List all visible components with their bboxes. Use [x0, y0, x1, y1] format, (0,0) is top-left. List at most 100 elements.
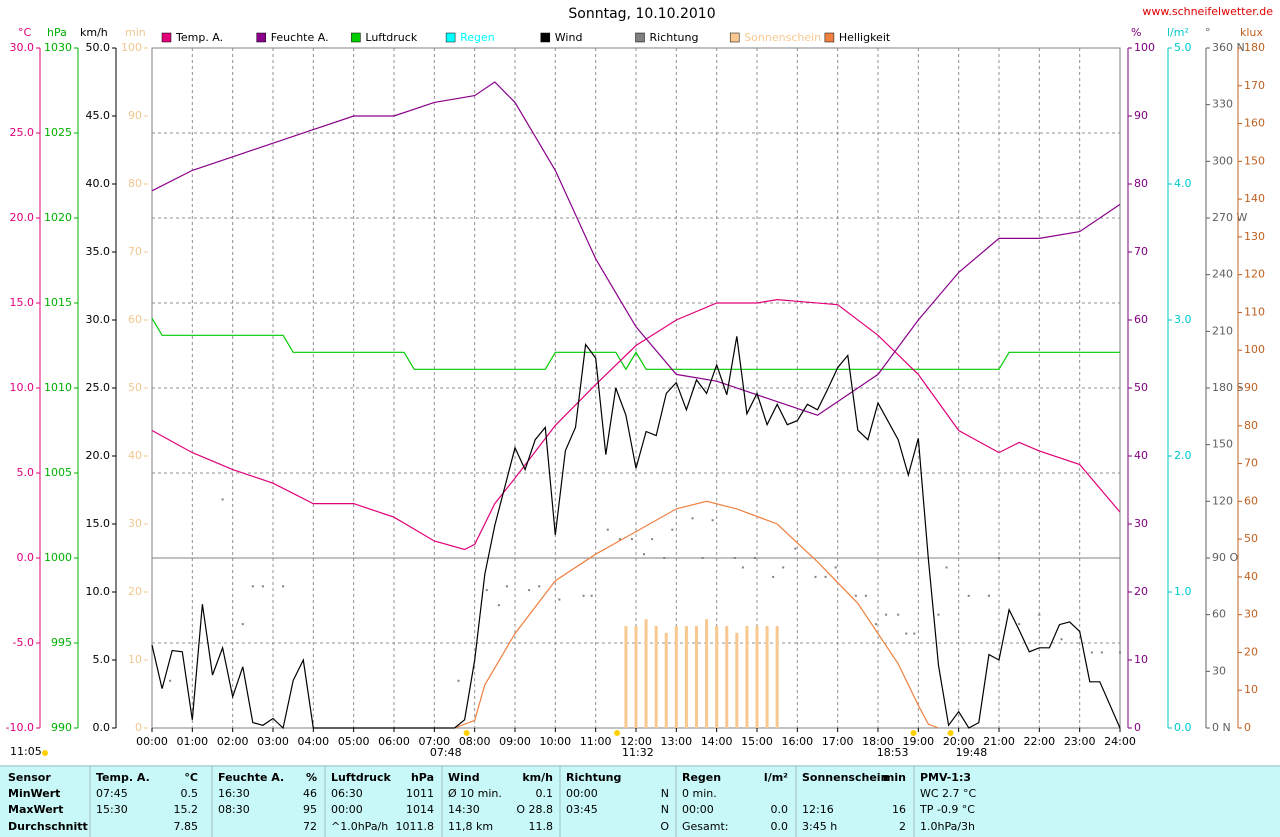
- direction-dot: [701, 557, 704, 559]
- legend-label: Luftdruck: [365, 31, 417, 44]
- bar: [705, 619, 709, 728]
- bar: [755, 626, 759, 728]
- y-tick-label: 60: [1244, 494, 1258, 507]
- direction-dot: [1090, 651, 1093, 654]
- direction-dot: [1038, 613, 1041, 616]
- direction-dot: [630, 538, 633, 541]
- x-tick-label: 12:00: [620, 735, 652, 748]
- direction-dot: [169, 679, 172, 682]
- axis-unit: klux: [1240, 26, 1263, 39]
- y-tick-label: 180 S: [1212, 381, 1243, 394]
- table-background: [0, 765, 1280, 837]
- table-cell: 11.8: [529, 820, 554, 833]
- axis-unit: min: [125, 26, 146, 39]
- table-header: PMV-1:3: [920, 771, 971, 784]
- y-tick-label: 15.0: [86, 517, 111, 530]
- y-tick-label: -10.0: [6, 721, 34, 734]
- y-tick-label: 1010: [44, 381, 72, 394]
- x-tick-label: 19:00: [902, 735, 934, 748]
- series-line: [151, 298, 1121, 551]
- x-tick-label: 02:00: [217, 735, 249, 748]
- table-cell: 0.5: [181, 787, 199, 800]
- table-cell: 14:30: [448, 803, 480, 816]
- y-tick-label: 10: [1134, 653, 1148, 666]
- sun-marker: [910, 730, 917, 736]
- y-tick-label: 35.0: [86, 245, 111, 258]
- y-tick-label: -5.0: [13, 636, 34, 649]
- direction-dot: [905, 632, 908, 635]
- table-row-label: Durchschnitt: [8, 820, 88, 833]
- y-tick-label: 0: [1244, 721, 1251, 734]
- series-line: [454, 500, 939, 729]
- x-tick-label: 23:00: [1064, 735, 1096, 748]
- table-cell: 7.85: [174, 820, 199, 833]
- direction-dot: [282, 585, 285, 588]
- table-cell: 00:00: [566, 787, 598, 800]
- y-tick-label: 30: [1244, 608, 1258, 621]
- direction-dot: [505, 585, 508, 588]
- x-tick-label: 09:00: [499, 735, 531, 748]
- y-tick-label: 100: [1244, 343, 1265, 356]
- y-tick-label: 210: [1212, 324, 1233, 337]
- direction-dot: [794, 547, 797, 550]
- y-tick-label: 10: [128, 653, 142, 666]
- table-cell: O: [660, 820, 669, 833]
- bar: [765, 626, 769, 728]
- table-cell: TP -0.9 °C: [919, 803, 975, 816]
- y-tick-label: 270 W: [1212, 211, 1247, 224]
- y-tick-label: 20.0: [86, 449, 111, 462]
- bar: [684, 626, 688, 728]
- y-tick-label: 130: [1244, 230, 1265, 243]
- bar: [695, 626, 698, 728]
- legend-swatch: [540, 32, 551, 43]
- x-tick-label: 13:00: [660, 735, 692, 748]
- x-tick-label: 22:00: [1023, 735, 1055, 748]
- axis-unit: °C: [18, 26, 32, 39]
- direction-dot: [711, 519, 714, 522]
- y-tick-label: 50.0: [86, 41, 111, 54]
- sun-marker: [42, 750, 48, 756]
- y-tick-label: 10.0: [10, 381, 35, 394]
- y-tick-label: 10.0: [86, 585, 111, 598]
- table-header: Richtung: [566, 771, 621, 784]
- direction-dot: [558, 598, 561, 601]
- y-tick-label: 5.0: [93, 653, 111, 666]
- direction-dot: [618, 538, 621, 541]
- x-tick-label: 21:00: [983, 735, 1015, 748]
- y-tick-label: 10: [1244, 683, 1258, 696]
- table-cell: N: [661, 787, 669, 800]
- direction-dot: [485, 589, 488, 592]
- legend-label: Richtung: [650, 31, 699, 44]
- y-tick-label: 40: [1244, 570, 1258, 583]
- table-unit: hPa: [411, 771, 434, 784]
- sun-marker: [463, 730, 470, 736]
- legend-label: Sonnenschein: [744, 31, 821, 44]
- x-tick-label: 20:00: [943, 735, 975, 748]
- direction-dot: [753, 557, 756, 559]
- table-header: Sonnenschein: [802, 771, 888, 784]
- x-tick-label: 16:00: [781, 735, 813, 748]
- y-tick-label: 360 N: [1212, 41, 1245, 54]
- bar: [654, 626, 658, 728]
- y-tick-label: 30: [128, 517, 142, 530]
- direction-dot: [221, 498, 224, 501]
- y-tick-label: 0 N: [1212, 721, 1231, 734]
- y-tick-label: 150: [1212, 438, 1233, 451]
- table-cell: 3:45 h: [802, 820, 837, 833]
- y-tick-label: 40.0: [86, 177, 111, 190]
- axis-unit: %: [1131, 26, 1141, 39]
- y-tick-label: 90: [128, 109, 142, 122]
- y-tick-label: 70: [1244, 457, 1258, 470]
- x-tick-label: 04:00: [297, 735, 329, 748]
- y-tick-label: 5.0: [17, 466, 35, 479]
- series-line: [151, 81, 1121, 416]
- annotation: 18:53: [877, 746, 909, 759]
- y-tick-label: 70: [128, 245, 142, 258]
- table-cell: 95: [303, 803, 317, 816]
- direction-dot: [834, 566, 837, 569]
- direction-dot: [643, 553, 646, 556]
- direction-dot: [913, 632, 916, 635]
- y-tick-label: 20: [1134, 585, 1148, 598]
- y-tick-label: 15.0: [10, 296, 35, 309]
